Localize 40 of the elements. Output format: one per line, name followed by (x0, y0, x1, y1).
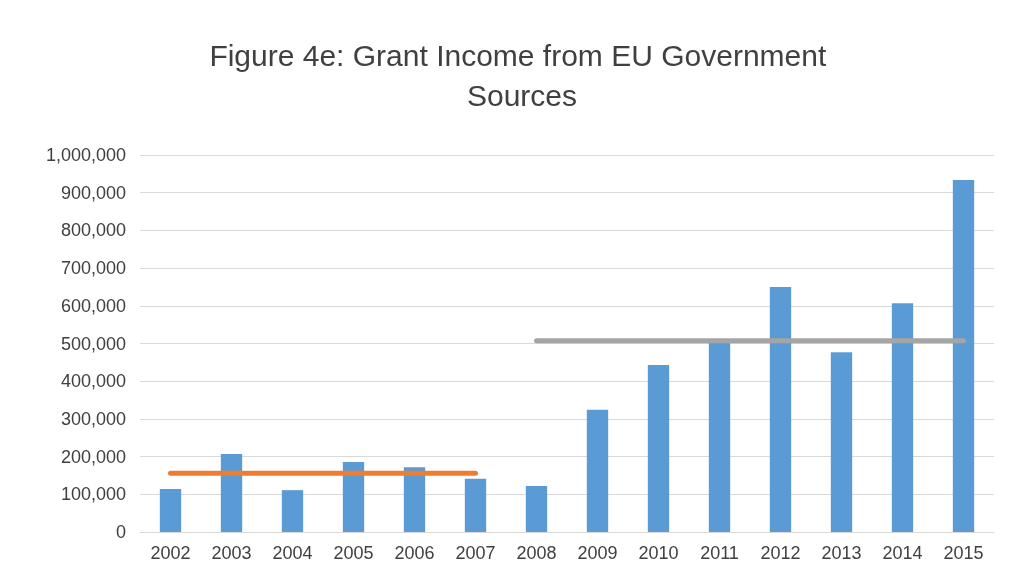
x-tick-label: 2004 (272, 543, 313, 563)
chart-title: Figure 4e: Grant Income from EU Government Sources (209, 38, 835, 112)
bar (342, 461, 365, 532)
x-tick-label: 2015 (943, 543, 984, 563)
x-tick-label: 2013 (821, 543, 862, 563)
x-tick-label: 2007 (455, 543, 496, 563)
x-tick-label: 2006 (394, 543, 435, 563)
y-tick-label: 900,000 (60, 182, 126, 203)
y-tick-label: 200,000 (60, 446, 126, 467)
x-tick-label: 2005 (333, 543, 374, 563)
y-tick-label: 800,000 (60, 220, 126, 241)
x-tick-label: 2014 (882, 543, 923, 563)
bar (159, 489, 182, 532)
bar (525, 486, 548, 532)
y-tick-label: 1,000,000 (45, 145, 126, 165)
bar (891, 303, 914, 532)
y-tick-label: 100,000 (60, 484, 126, 505)
x-tick-label: 2008 (516, 543, 557, 563)
x-tick-label: 2010 (638, 543, 679, 563)
x-tick-label: 2011 (700, 543, 739, 563)
x-tick-label: 2012 (760, 543, 801, 563)
bar (586, 409, 609, 532)
bar (830, 352, 853, 532)
y-tick-label: 700,000 (60, 258, 126, 279)
x-tick-label: 2002 (150, 543, 191, 563)
bar (281, 490, 304, 532)
y-tick-label: 300,000 (60, 408, 126, 429)
y-tick-label: 400,000 (60, 371, 126, 392)
bar (403, 467, 426, 532)
bar (464, 478, 487, 532)
bar (769, 286, 792, 532)
y-tick-label: 0 (115, 522, 126, 542)
bar (708, 341, 731, 532)
bar (952, 179, 975, 532)
bar (647, 364, 670, 532)
bar (220, 453, 243, 532)
y-tick-label: 600,000 (60, 295, 126, 316)
x-tick-label: 2009 (577, 543, 618, 563)
x-tick-label: 2003 (211, 543, 252, 563)
y-tick-label: 500,000 (60, 333, 126, 354)
